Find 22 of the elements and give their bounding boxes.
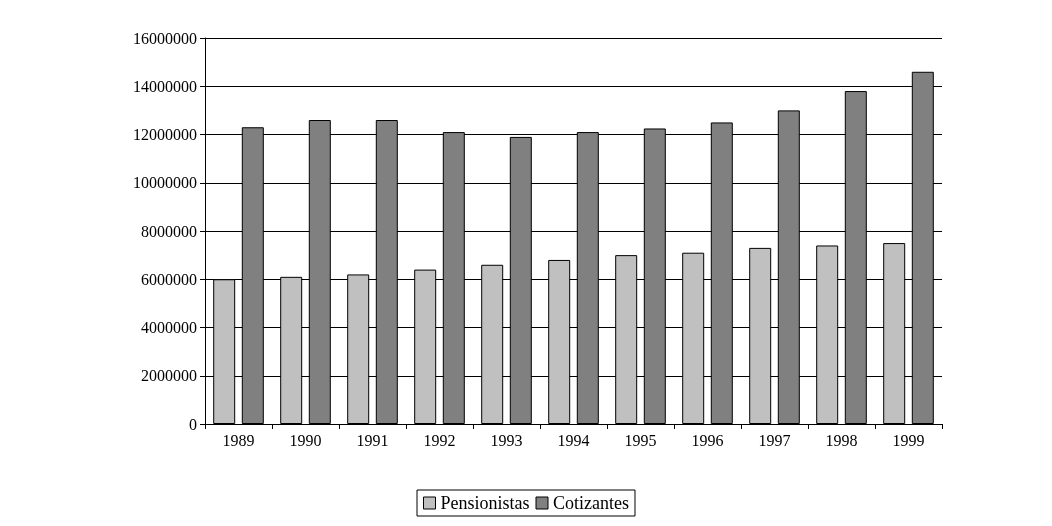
legend-label: Cotizantes	[553, 493, 629, 513]
x-tick-label: 1997	[758, 431, 791, 449]
y-tick-label: 6000000	[141, 270, 197, 288]
legend-label: Pensionistas	[440, 493, 530, 513]
x-tick-label: 1991	[356, 431, 389, 449]
y-tick-label: 4000000	[141, 319, 197, 336]
x-tick-label: 1998	[825, 431, 858, 449]
x-tick-label: 1999	[892, 431, 925, 449]
y-tick-label: 8000000	[141, 222, 197, 240]
x-tick-label: 1993	[490, 431, 523, 449]
x-tick-label: 1996	[691, 431, 724, 449]
y-tick-label: 14000000	[133, 77, 197, 95]
y-tick-label: 16000000	[133, 29, 197, 47]
y-tick-label: 12000000	[133, 126, 197, 143]
y-tick-label: 0	[189, 415, 197, 433]
y-tick-label: 10000000	[133, 174, 197, 192]
x-tick-label: 1989	[222, 431, 255, 449]
y-tick-label: 2000000	[141, 367, 197, 385]
x-tick-label: 1994	[557, 431, 590, 449]
x-tick-label: 1995	[624, 431, 657, 449]
x-tick-label: 1990	[289, 431, 322, 449]
x-tick-label: 1992	[423, 431, 456, 449]
